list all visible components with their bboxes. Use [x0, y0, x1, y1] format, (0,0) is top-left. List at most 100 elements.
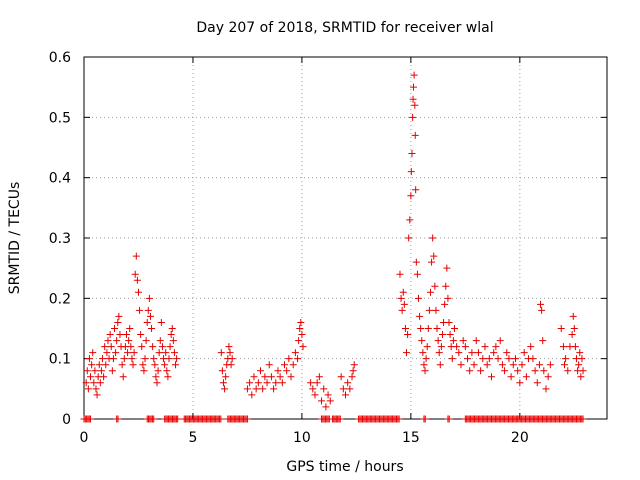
data-point — [448, 355, 456, 363]
y-tick-label: 0.5 — [49, 110, 71, 126]
data-point — [228, 355, 236, 363]
data-point — [141, 355, 149, 363]
data-point — [133, 276, 141, 284]
zero-data-point — [217, 415, 225, 423]
data-point — [113, 337, 121, 345]
zero-data-point — [336, 415, 344, 423]
data-point — [217, 349, 225, 357]
data-point — [533, 379, 541, 387]
x-tick-label: 10 — [293, 430, 311, 446]
data-point — [221, 385, 229, 393]
data-point — [411, 131, 419, 139]
data-point — [267, 373, 275, 381]
data-point — [431, 282, 439, 290]
data-point — [320, 385, 328, 393]
data-point — [254, 379, 262, 387]
data-point — [152, 373, 160, 381]
data-point — [407, 192, 415, 200]
data-point — [100, 373, 108, 381]
data-point — [466, 367, 474, 375]
data-point — [409, 83, 417, 91]
data-point — [252, 385, 260, 393]
data-point — [514, 367, 522, 375]
data-point — [156, 337, 164, 345]
data-point — [93, 391, 101, 399]
data-point — [507, 373, 515, 381]
zero-data-point — [174, 415, 182, 423]
data-point — [125, 337, 133, 345]
data-point — [165, 355, 173, 363]
data-point — [124, 349, 132, 357]
data-point — [246, 379, 254, 387]
data-point — [144, 306, 152, 314]
data-point — [546, 361, 554, 369]
data-point — [529, 355, 537, 363]
data-point — [169, 337, 177, 345]
data-point — [140, 367, 148, 375]
data-point — [114, 318, 122, 326]
data-point — [434, 337, 442, 345]
data-point — [503, 349, 511, 357]
data-point — [470, 361, 478, 369]
data-point — [143, 318, 151, 326]
data-point — [505, 355, 513, 363]
data-point — [436, 361, 444, 369]
data-point — [122, 331, 130, 339]
data-point — [346, 385, 354, 393]
data-point — [146, 312, 154, 320]
data-point — [468, 349, 476, 357]
zero-data-point — [421, 415, 429, 423]
data-point — [399, 288, 407, 296]
data-point — [82, 379, 90, 387]
data-point — [445, 318, 453, 326]
data-point — [483, 361, 491, 369]
data-point — [522, 373, 530, 381]
data-point — [287, 373, 295, 381]
data-point — [97, 367, 105, 375]
data-point — [261, 373, 269, 381]
data-point — [89, 349, 97, 357]
data-point — [139, 361, 147, 369]
data-point — [270, 385, 278, 393]
zero-data-point — [150, 415, 158, 423]
data-point — [474, 349, 482, 357]
data-point — [158, 343, 166, 351]
data-point — [95, 361, 103, 369]
data-point — [401, 325, 409, 332]
data-point — [157, 318, 165, 326]
data-point — [295, 337, 303, 345]
data-point — [461, 343, 469, 351]
data-point — [128, 355, 136, 363]
data-point — [298, 331, 306, 339]
data-point — [107, 343, 115, 351]
data-point — [87, 373, 95, 381]
data-point — [145, 294, 153, 302]
data-point — [163, 367, 171, 375]
data-point — [138, 343, 146, 351]
data-point — [396, 270, 404, 278]
data-point — [407, 168, 415, 176]
zero-data-point — [243, 415, 251, 423]
data-point — [349, 367, 357, 375]
data-point — [559, 343, 567, 351]
data-point — [453, 343, 461, 351]
data-point — [432, 306, 440, 314]
data-point — [92, 385, 100, 393]
data-point — [167, 331, 175, 339]
data-point — [311, 391, 319, 399]
data-point — [170, 349, 178, 357]
data-point — [531, 367, 539, 375]
data-point — [257, 367, 265, 375]
data-point — [161, 361, 169, 369]
data-point — [418, 337, 426, 345]
data-point — [276, 373, 284, 381]
data-point — [412, 186, 420, 194]
data-point — [426, 288, 434, 296]
data-point — [111, 325, 119, 332]
data-point — [313, 379, 321, 387]
data-point — [91, 367, 99, 375]
data-point — [326, 397, 334, 405]
data-point — [419, 349, 427, 357]
data-point — [444, 294, 452, 302]
data-point — [112, 349, 120, 357]
